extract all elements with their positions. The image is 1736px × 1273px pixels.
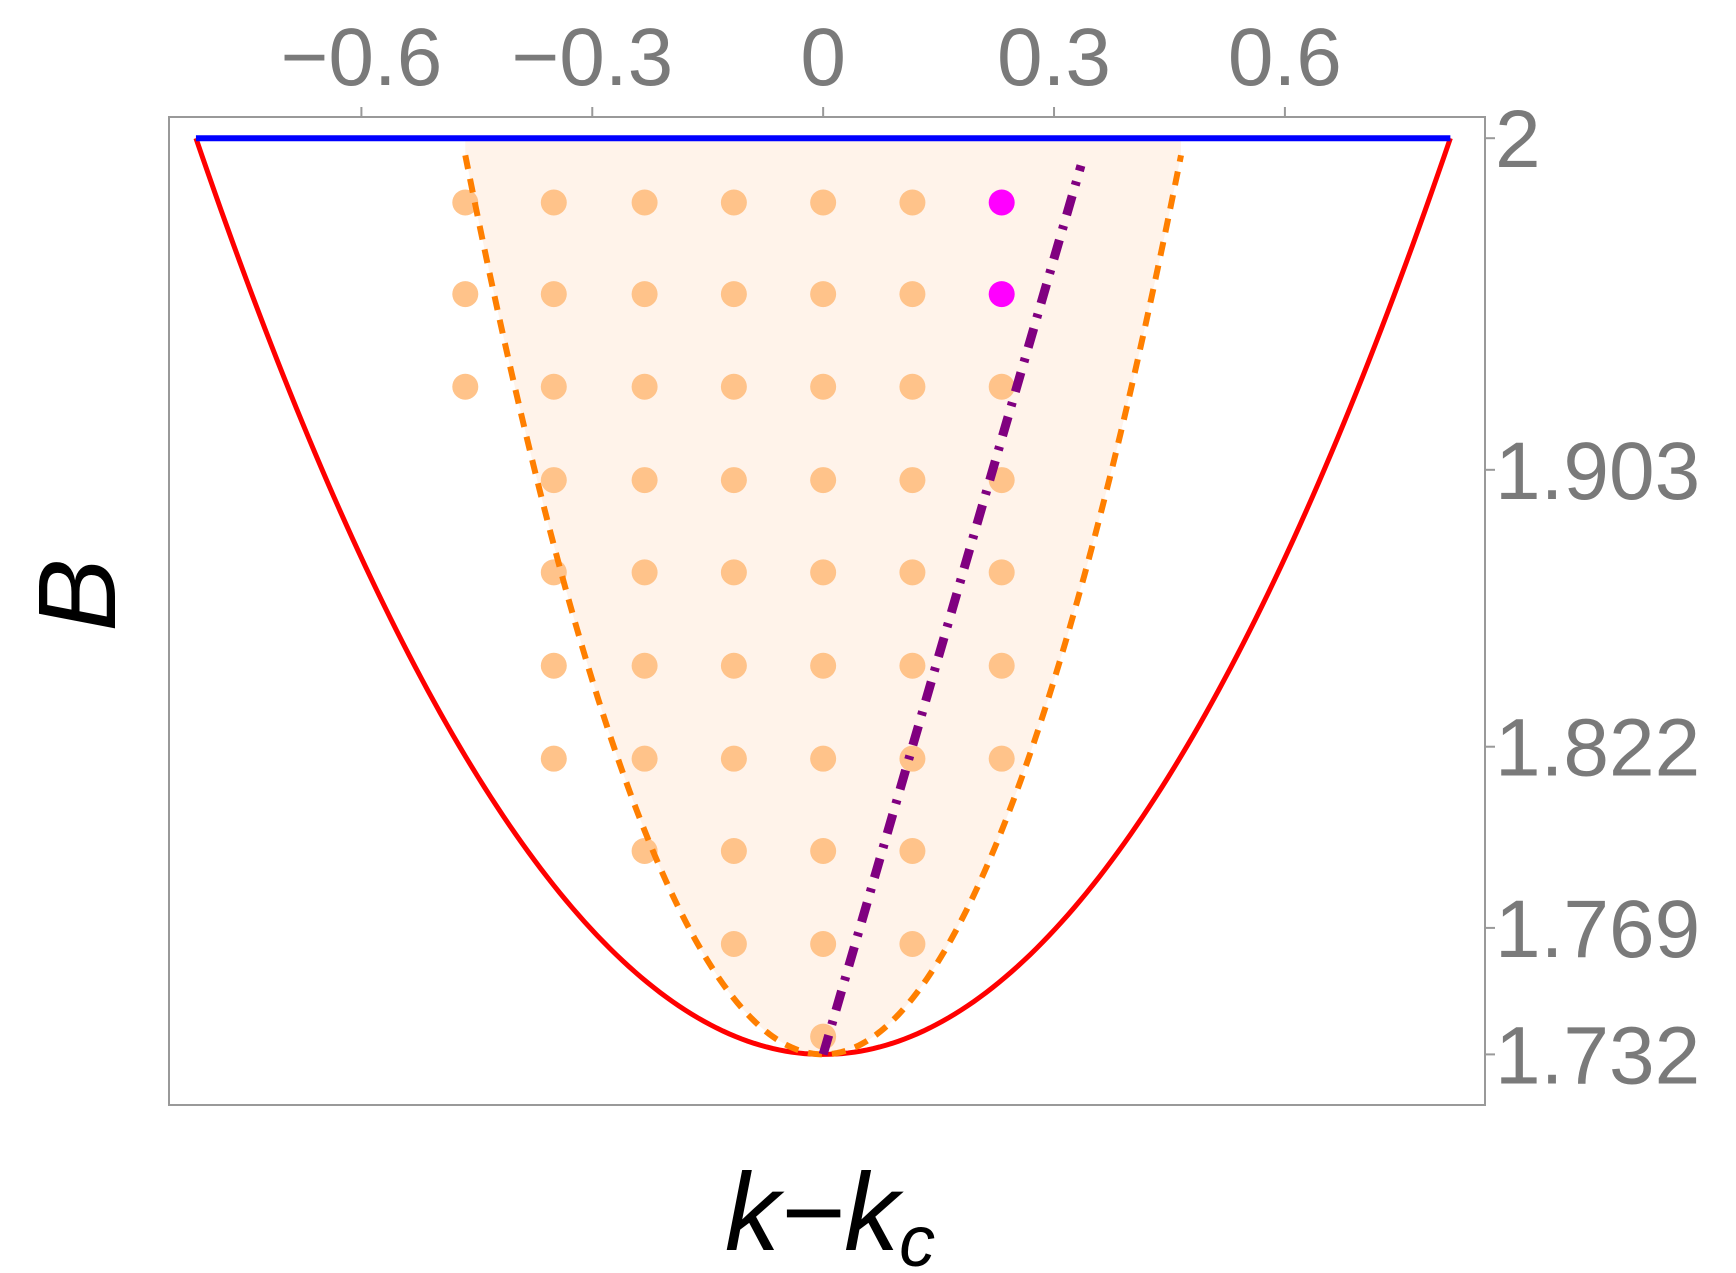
data-point: [720, 281, 747, 308]
data-point: [631, 652, 658, 679]
data-point: [540, 189, 567, 216]
data-point: [899, 373, 926, 400]
data-point: [720, 745, 747, 772]
data-point: [720, 189, 747, 216]
x-tick-label: 0: [800, 12, 846, 103]
data-point: [452, 189, 479, 216]
data-point: [540, 652, 567, 679]
data-point: [899, 467, 926, 494]
data-point: [631, 189, 658, 216]
data-point: [540, 373, 567, 400]
y-tick-label: 1.769: [1495, 884, 1700, 975]
x-axis-title-subscript: c: [899, 1202, 935, 1273]
data-point: [810, 837, 837, 864]
data-point: [810, 189, 837, 216]
data-point: [720, 467, 747, 494]
ticks-layer: −0.6 −0.3 0 0.3 0.6 2 1.903 1.822 1.769 1.732: [280, 12, 1700, 1101]
data-point: [899, 559, 926, 586]
data-point: [810, 467, 837, 494]
data-point: [810, 652, 837, 679]
data-point: [540, 281, 567, 308]
data-point: [810, 559, 837, 586]
data-point: [810, 281, 837, 308]
data-point: [720, 837, 747, 864]
data-point: [988, 373, 1015, 400]
data-point: [540, 467, 567, 494]
data-point: [899, 652, 926, 679]
x-tick-label: 0.3: [997, 12, 1111, 103]
y-tick-label: 1.903: [1495, 426, 1700, 517]
data-point: [810, 745, 837, 772]
data-point: [988, 652, 1015, 679]
orange-dashed-curve: [462, 154, 1184, 1058]
data-point: [720, 373, 747, 400]
data-point: [899, 281, 926, 308]
data-point: [631, 745, 658, 772]
data-point: [631, 281, 658, 308]
data-point: [631, 467, 658, 494]
data-point: [720, 652, 747, 679]
highlighted-point: [988, 189, 1015, 216]
data-point: [899, 189, 926, 216]
data-point: [810, 373, 837, 400]
y-tick-label: 2: [1495, 94, 1541, 185]
data-point: [899, 837, 926, 864]
data-point: [988, 559, 1015, 586]
points-layer: [452, 189, 1015, 1050]
x-axis-title: k−kc: [725, 1151, 935, 1273]
x-axis-title-main: k−k: [725, 1151, 904, 1273]
plot-frame: [168, 116, 1486, 1106]
data-point: [452, 281, 479, 308]
y-tick-label: 1.822: [1495, 703, 1700, 794]
data-point: [720, 559, 747, 586]
highlighted-point: [988, 281, 1015, 308]
x-tick-label: 0.6: [1228, 12, 1342, 103]
x-tick-label: −0.6: [280, 12, 442, 103]
x-tick-label: −0.3: [511, 12, 673, 103]
data-point: [810, 930, 837, 957]
data-point: [899, 930, 926, 957]
purple-dotdash-line: [818, 164, 1086, 1056]
data-point: [631, 373, 658, 400]
y-axis-title: B: [16, 558, 139, 631]
data-point: [452, 373, 479, 400]
data-point: [631, 559, 658, 586]
y-tick-label: 1.732: [1495, 1010, 1700, 1101]
data-point: [720, 930, 747, 957]
data-point: [988, 745, 1015, 772]
data-point: [540, 745, 567, 772]
data-point: [631, 837, 658, 864]
